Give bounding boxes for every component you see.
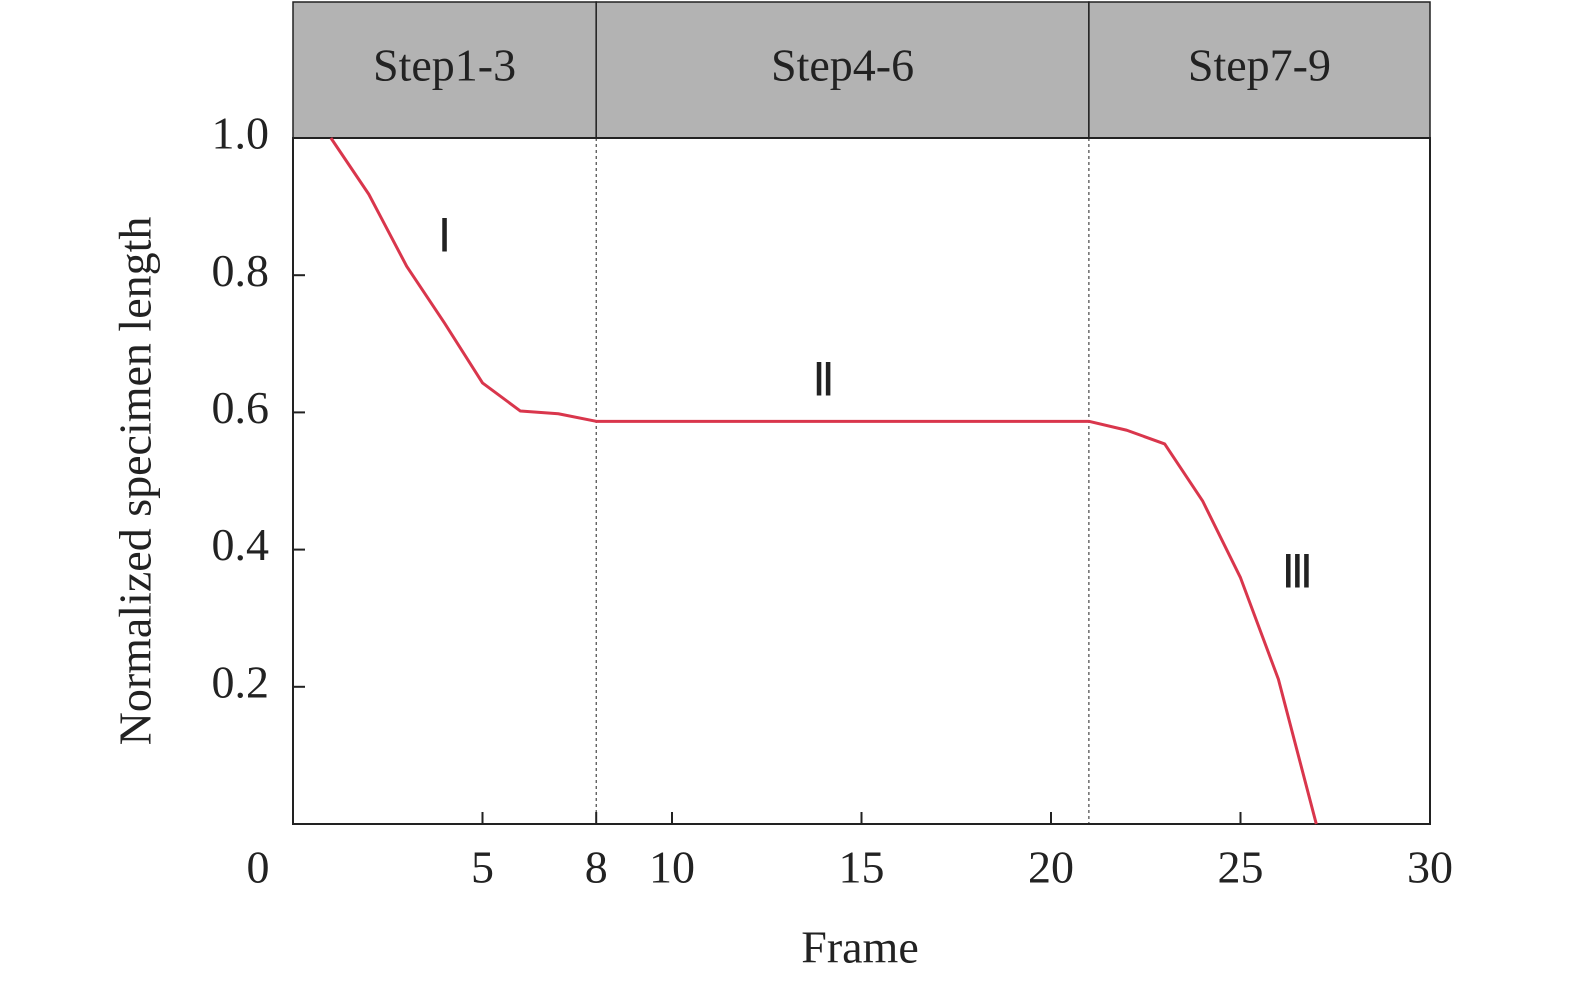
y-tick-label: 0.6 [212,382,270,433]
plot-frame [292,137,1431,825]
x-tick-label: 5 [471,842,494,893]
x-tick-label: 25 [1218,842,1264,893]
y-tick-label: 0.4 [212,519,270,570]
x-tick-label: 30 [1407,842,1453,893]
stage-label: Step4-6 [771,40,914,91]
data-line [329,137,1318,825]
stage-annotation: Ⅰ [438,210,452,261]
y-tick-label: 1.0 [212,108,270,159]
stage-annotation: Ⅲ [1281,547,1313,598]
stage-band [595,1,1090,139]
x-tick-label: 10 [649,842,695,893]
stage-label: Step7-9 [1188,40,1331,91]
y-tick-label: 0.2 [212,656,270,707]
x-tick-label: 0 [247,842,270,893]
x-axis-title: Frame [801,922,919,973]
y-tick-label: 0.8 [212,245,270,296]
stage-band [292,1,597,139]
stage-label: Step1-3 [373,40,516,91]
x-tick-label: 20 [1028,842,1074,893]
stage-annotation: Ⅱ [812,355,835,406]
x-tick-label: 8 [585,842,608,893]
y-axis-title: Normalized specimen length [110,217,161,746]
x-tick-label: 15 [839,842,885,893]
